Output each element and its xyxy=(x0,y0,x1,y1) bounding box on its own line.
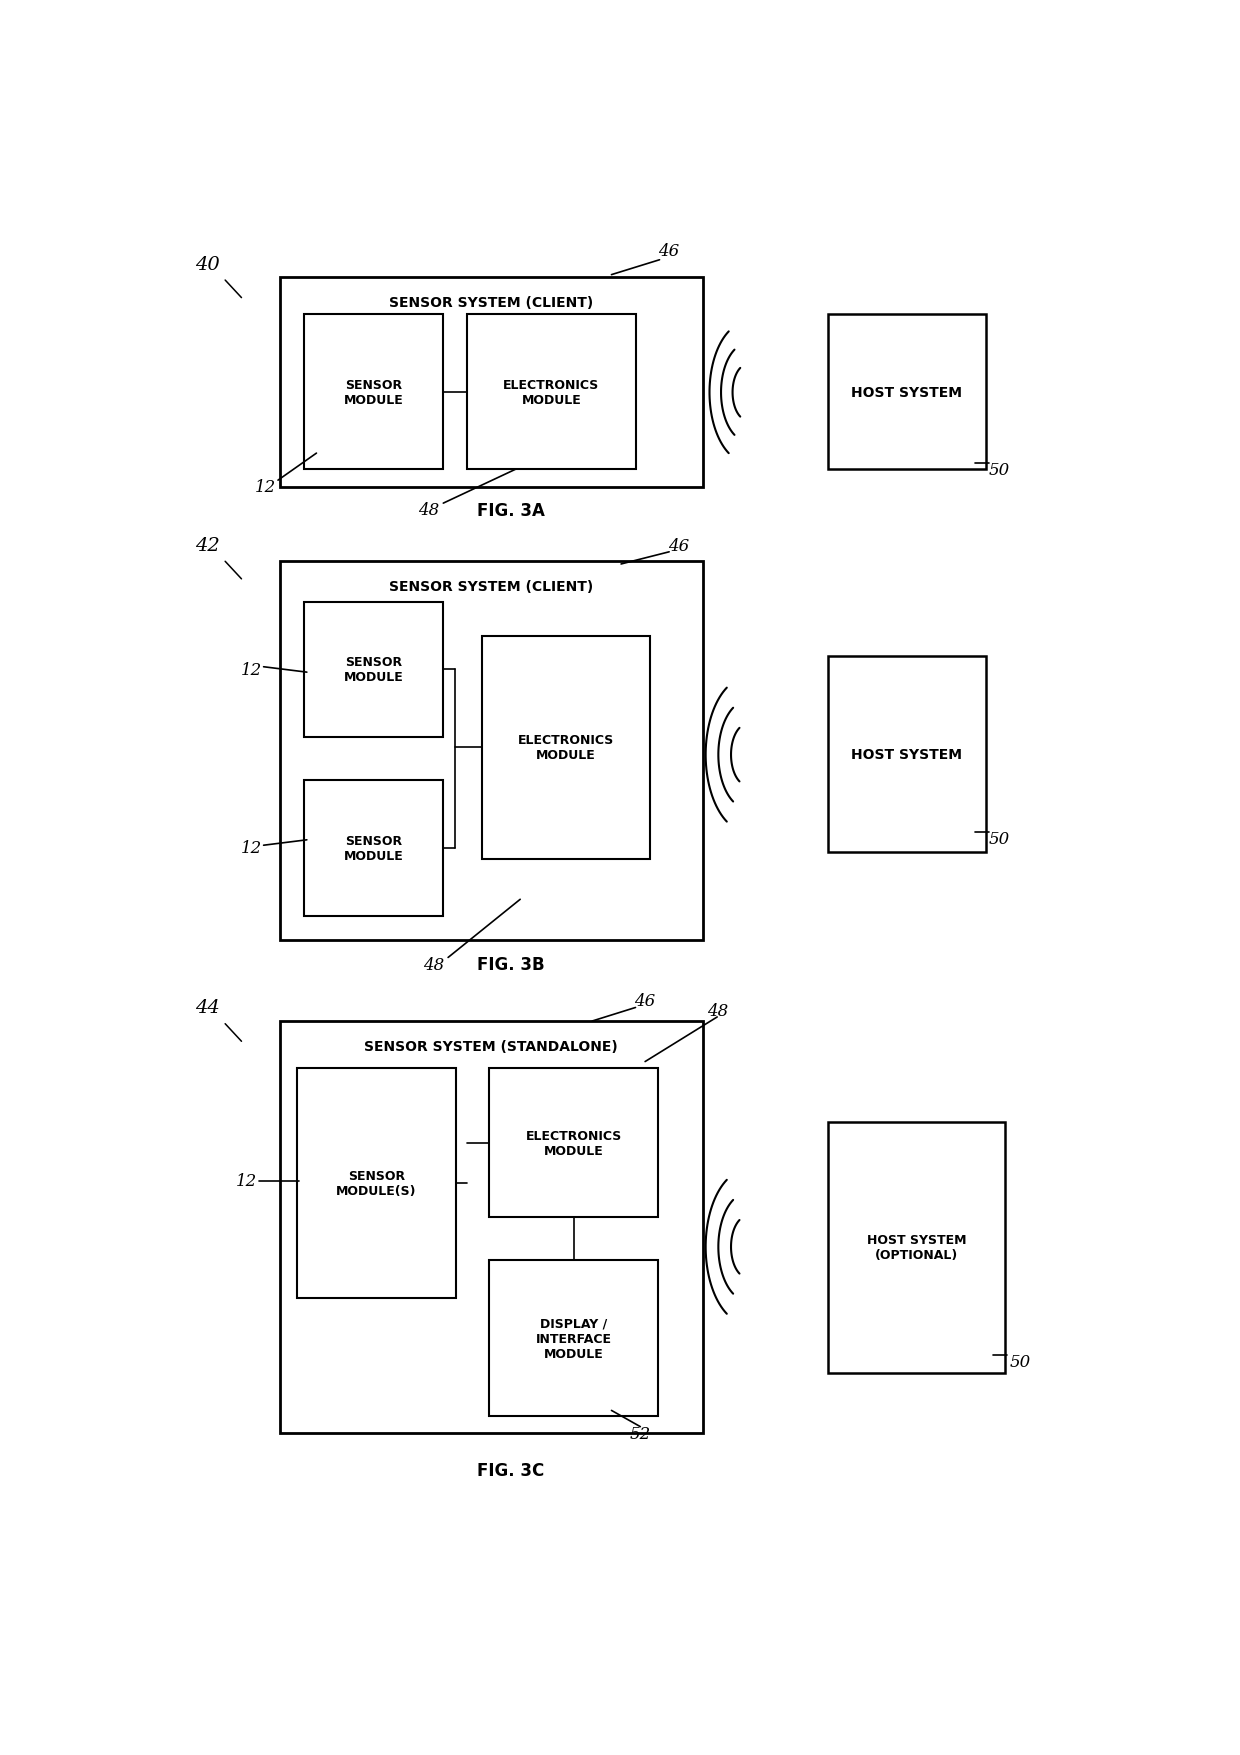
Text: 12: 12 xyxy=(255,479,277,497)
Bar xyxy=(280,277,703,488)
Text: 50: 50 xyxy=(988,462,1009,479)
Text: DISPLAY /
INTERFACE
MODULE: DISPLAY / INTERFACE MODULE xyxy=(536,1316,611,1360)
Bar xyxy=(490,1260,657,1416)
Text: 50: 50 xyxy=(988,830,1009,848)
Text: SENSOR SYSTEM (CLIENT): SENSOR SYSTEM (CLIENT) xyxy=(389,297,594,309)
Text: SENSOR
MODULE: SENSOR MODULE xyxy=(343,834,403,862)
Text: 46: 46 xyxy=(668,537,689,555)
Text: SENSOR
MODULE(S): SENSOR MODULE(S) xyxy=(336,1169,417,1197)
Bar xyxy=(304,314,444,470)
Text: ELECTRONICS
MODULE: ELECTRONICS MODULE xyxy=(526,1128,621,1157)
Text: ELECTRONICS
MODULE: ELECTRONICS MODULE xyxy=(518,734,614,762)
Text: 12: 12 xyxy=(241,662,262,679)
Bar xyxy=(481,637,650,860)
Text: 50: 50 xyxy=(1009,1353,1030,1371)
Text: 40: 40 xyxy=(196,256,221,274)
Bar xyxy=(828,314,986,470)
Bar xyxy=(828,1123,1006,1372)
Text: SENSOR
MODULE: SENSOR MODULE xyxy=(343,379,403,407)
Text: 46: 46 xyxy=(658,242,680,260)
Text: HOST SYSTEM: HOST SYSTEM xyxy=(852,386,962,400)
Text: 48: 48 xyxy=(423,956,444,974)
Text: HOST SYSTEM: HOST SYSTEM xyxy=(852,748,962,762)
Text: 42: 42 xyxy=(196,537,221,555)
Text: 52: 52 xyxy=(630,1425,651,1443)
Text: FIG. 3A: FIG. 3A xyxy=(476,502,544,519)
Text: FIG. 3B: FIG. 3B xyxy=(476,956,544,974)
Bar xyxy=(280,562,703,941)
Text: FIG. 3C: FIG. 3C xyxy=(477,1462,544,1479)
Text: SENSOR SYSTEM (STANDALONE): SENSOR SYSTEM (STANDALONE) xyxy=(365,1039,619,1053)
Bar xyxy=(280,1021,703,1434)
Text: 46: 46 xyxy=(635,993,656,1009)
Text: 48: 48 xyxy=(418,502,439,519)
Bar xyxy=(304,602,444,737)
Text: HOST SYSTEM
(OPTIONAL): HOST SYSTEM (OPTIONAL) xyxy=(867,1234,966,1262)
Text: 44: 44 xyxy=(196,999,221,1016)
Text: SENSOR SYSTEM (CLIENT): SENSOR SYSTEM (CLIENT) xyxy=(389,579,594,593)
Bar xyxy=(490,1069,657,1218)
Bar xyxy=(304,781,444,916)
Bar xyxy=(298,1069,456,1299)
Bar xyxy=(828,656,986,853)
Text: SENSOR
MODULE: SENSOR MODULE xyxy=(343,656,403,684)
Text: 12: 12 xyxy=(236,1172,257,1190)
Text: 48: 48 xyxy=(707,1002,728,1020)
Bar xyxy=(467,314,635,470)
Text: 12: 12 xyxy=(241,841,262,856)
Text: ELECTRONICS
MODULE: ELECTRONICS MODULE xyxy=(503,379,599,407)
